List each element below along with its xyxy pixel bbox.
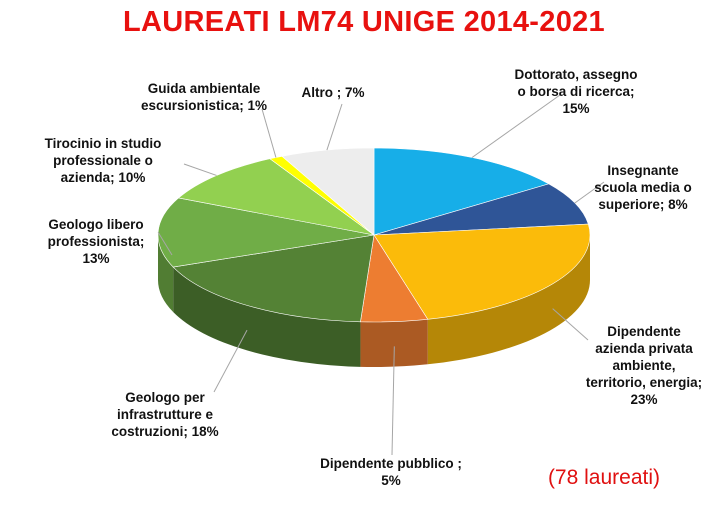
leader-line-guida bbox=[261, 108, 277, 158]
slice-insegnante bbox=[373, 183, 589, 236]
chart-title: LAUREATI LM74 UNIGE 2014-2021 bbox=[123, 6, 605, 38]
slice-label-altro: Altro ; 7% bbox=[301, 85, 365, 100]
leader-line-geologo bbox=[157, 232, 173, 256]
slice-side-dipendente bbox=[360, 319, 428, 367]
slice-side-geologo bbox=[158, 235, 174, 313]
leader-line-geologo bbox=[213, 329, 248, 393]
slice-label-geologo-infrastrutture: Geologo per infrastrutture e costruzioni… bbox=[111, 390, 219, 439]
leader-line-dottorato bbox=[471, 94, 561, 158]
slice-dipendente bbox=[373, 223, 591, 320]
slice-label-insegnante: Insegnante scuola media o superiore; 8% bbox=[594, 163, 692, 212]
slice-label-libero-professionista: Geologo libero professionista; 13% bbox=[47, 217, 145, 266]
slice-label-tirocinio: Tirocinio in studio professionale o azie… bbox=[44, 136, 162, 185]
slice-label-dipendente-pubblico: Dipendente pubblico ; 5% bbox=[320, 456, 462, 488]
slice-side-geologo bbox=[173, 267, 361, 367]
leader-line-tirocinio bbox=[183, 163, 217, 176]
graduates-count-note: (78 laureati) bbox=[547, 466, 660, 489]
slice-side-dipendente bbox=[427, 235, 590, 365]
leader-line-insegnante bbox=[574, 181, 605, 204]
leader-line-dipendente bbox=[391, 346, 395, 456]
leader-line-altro bbox=[326, 103, 343, 151]
slice-label-azienda-privata: Dipendente azienda privata ambiente, ter… bbox=[585, 324, 703, 407]
slice-dottorato bbox=[373, 147, 550, 236]
slice-geologo bbox=[172, 234, 375, 323]
slice-label-guida-ambientale: Guida ambientale escursionistica; 1% bbox=[140, 81, 268, 113]
slice-label-dottorato: Dottorato, assegno o borsa di ricerca; 1… bbox=[514, 67, 638, 116]
leader-line-dipendente bbox=[552, 308, 589, 341]
